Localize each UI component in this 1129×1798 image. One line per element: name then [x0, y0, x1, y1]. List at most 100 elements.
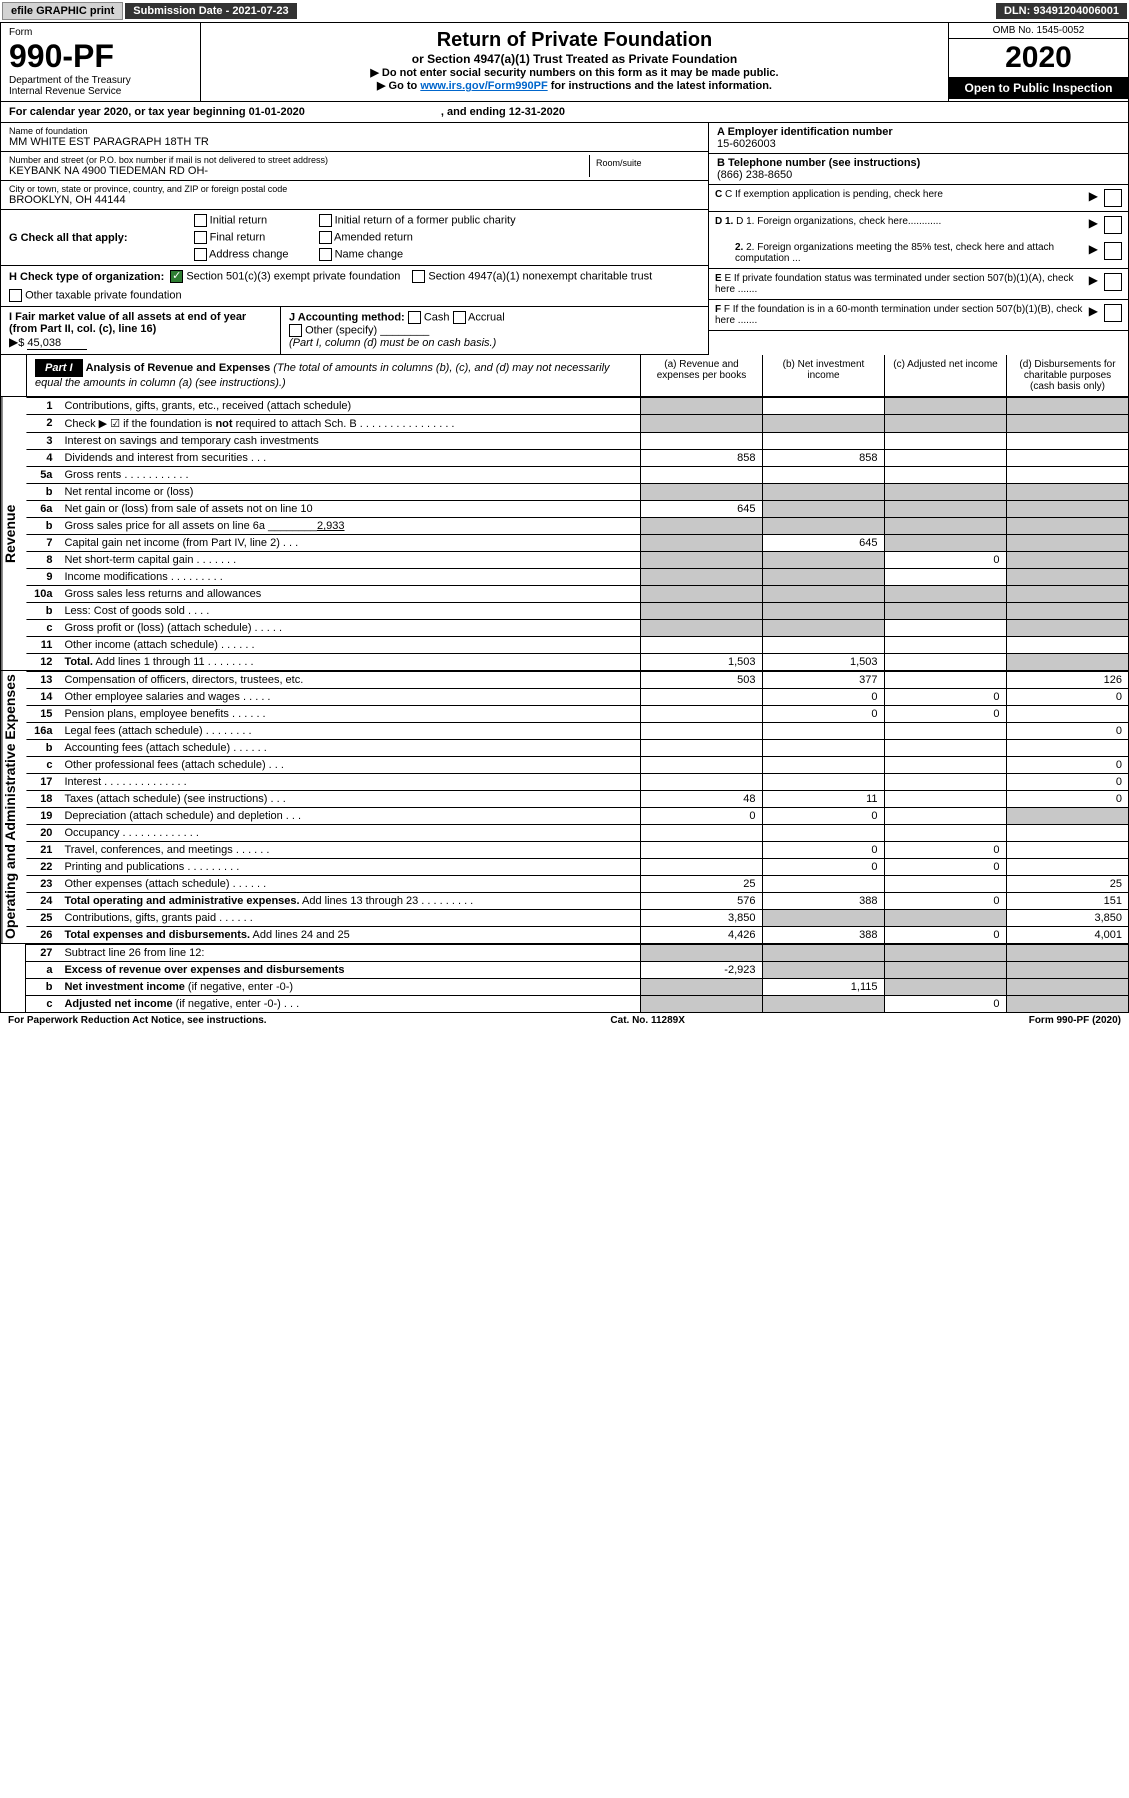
chk-initial-former[interactable]	[319, 214, 332, 227]
instr-2: ▶ Go to www.irs.gov/Form990PF for instru…	[207, 79, 942, 92]
expenses-label: Operating and Administrative Expenses	[1, 671, 26, 943]
table-row: 6aNet gain or (loss) from sale of assets…	[26, 501, 1128, 518]
ein: A Employer identification number15-60260…	[709, 123, 1128, 154]
efile-button[interactable]: efile GRAPHIC print	[2, 2, 123, 20]
revenue-table: 1Contributions, gifts, grants, etc., rec…	[26, 397, 1128, 670]
chk-cash[interactable]	[408, 311, 421, 324]
chk-d1[interactable]	[1104, 216, 1122, 234]
table-row: bLess: Cost of goods sold . . . .	[26, 603, 1128, 620]
part1-header: Part I Analysis of Revenue and Expenses …	[1, 355, 1128, 397]
table-row: 1Contributions, gifts, grants, etc., rec…	[26, 398, 1128, 415]
chk-amended[interactable]	[319, 231, 332, 244]
omb-number: OMB No. 1545-0052	[949, 23, 1128, 39]
form-header: Form 990-PF Department of the Treasury I…	[1, 23, 1128, 102]
table-row: cGross profit or (loss) (attach schedule…	[26, 620, 1128, 637]
section-h: H Check type of organization: Section 50…	[1, 266, 708, 307]
table-row: aExcess of revenue over expenses and dis…	[26, 962, 1128, 979]
city: City or town, state or province, country…	[1, 181, 708, 210]
expenses-section: Operating and Administrative Expenses 13…	[1, 670, 1128, 943]
chk-501c3[interactable]	[170, 270, 183, 283]
dln-badge: DLN: 93491204006001	[996, 3, 1127, 19]
chk-e[interactable]	[1104, 273, 1122, 291]
line27-section: 27Subtract line 26 from line 12:aExcess …	[1, 943, 1128, 1012]
chk-final[interactable]	[194, 231, 207, 244]
section-ij: I Fair market value of all assets at end…	[1, 307, 708, 355]
calendar-year-row: For calendar year 2020, or tax year begi…	[1, 102, 1128, 123]
table-row: 9Income modifications . . . . . . . . .	[26, 569, 1128, 586]
section-f: F F If the foundation is in a 60-month t…	[709, 300, 1128, 331]
section-e: E E If private foundation status was ter…	[709, 269, 1128, 300]
col-b: (b) Net investment income	[762, 355, 884, 396]
table-row: 15Pension plans, employee benefits . . .…	[26, 706, 1128, 723]
fmv-amount: 45,038	[27, 337, 87, 350]
col-a: (a) Revenue and expenses per books	[640, 355, 762, 396]
table-row: 23Other expenses (attach schedule) . . .…	[26, 876, 1128, 893]
table-row: 8Net short-term capital gain . . . . . .…	[26, 552, 1128, 569]
table-row: cOther professional fees (attach schedul…	[26, 757, 1128, 774]
chk-d2[interactable]	[1104, 242, 1122, 260]
table-row: 10aGross sales less returns and allowanc…	[26, 586, 1128, 603]
chk-address[interactable]	[194, 248, 207, 261]
irs-link[interactable]: www.irs.gov/Form990PF	[420, 80, 547, 92]
chk-f[interactable]	[1104, 304, 1122, 322]
table-row: 11Other income (attach schedule) . . . .…	[26, 637, 1128, 654]
table-row: 19Depreciation (attach schedule) and dep…	[26, 808, 1128, 825]
table-row: 4Dividends and interest from securities …	[26, 450, 1128, 467]
form-container: Form 990-PF Department of the Treasury I…	[0, 22, 1129, 1013]
instr-1: ▶ Do not enter social security numbers o…	[207, 66, 942, 79]
section-g: G Check all that apply: Initial return I…	[1, 210, 708, 266]
table-row: 20Occupancy . . . . . . . . . . . . .	[26, 825, 1128, 842]
dept-label: Department of the Treasury Internal Reve…	[9, 75, 192, 97]
form-number: 990-PF	[9, 38, 192, 75]
col-d: (d) Disbursements for charitable purpose…	[1006, 355, 1128, 396]
form-label: Form	[9, 27, 192, 38]
submission-badge: Submission Date - 2021-07-23	[125, 3, 296, 19]
revenue-section: Revenue 1Contributions, gifts, grants, e…	[1, 397, 1128, 670]
chk-initial[interactable]	[194, 214, 207, 227]
open-inspection: Open to Public Inspection	[949, 77, 1128, 99]
chk-accrual[interactable]	[453, 311, 466, 324]
tax-year: 2020	[949, 39, 1128, 77]
table-row: 17Interest . . . . . . . . . . . . . .0	[26, 774, 1128, 791]
table-row: bNet rental income or (loss)	[26, 484, 1128, 501]
table-row: 18Taxes (attach schedule) (see instructi…	[26, 791, 1128, 808]
form-subtitle: or Section 4947(a)(1) Trust Treated as P…	[207, 52, 942, 66]
section-c: C C If exemption application is pending,…	[709, 185, 1128, 212]
foundation-name: Name of foundation MM WHITE EST PARAGRAP…	[1, 123, 708, 152]
table-row: 14Other employee salaries and wages . . …	[26, 689, 1128, 706]
revenue-label: Revenue	[1, 397, 26, 670]
chk-c[interactable]	[1104, 189, 1122, 207]
table-row: 26Total expenses and disbursements. Add …	[26, 927, 1128, 944]
table-row: 3Interest on savings and temporary cash …	[26, 433, 1128, 450]
chk-other-method[interactable]	[289, 324, 302, 337]
table-row: bNet investment income (if negative, ent…	[26, 979, 1128, 996]
part-badge: Part I	[35, 359, 83, 377]
table-row: 25Contributions, gifts, grants paid . . …	[26, 910, 1128, 927]
info-grid: Name of foundation MM WHITE EST PARAGRAP…	[1, 123, 1128, 355]
chk-other-tax[interactable]	[9, 289, 22, 302]
table-row: 27Subtract line 26 from line 12:	[26, 945, 1128, 962]
line27-table: 27Subtract line 26 from line 12:aExcess …	[26, 944, 1128, 1012]
table-row: 7Capital gain net income (from Part IV, …	[26, 535, 1128, 552]
table-row: 21Travel, conferences, and meetings . . …	[26, 842, 1128, 859]
address: Number and street (or P.O. box number if…	[1, 152, 708, 181]
table-row: 22Printing and publications . . . . . . …	[26, 859, 1128, 876]
table-row: cAdjusted net income (if negative, enter…	[26, 996, 1128, 1013]
chk-4947[interactable]	[412, 270, 425, 283]
expenses-table: 13Compensation of officers, directors, t…	[26, 671, 1128, 943]
table-row: bGross sales price for all assets on lin…	[26, 518, 1128, 535]
table-row: 16aLegal fees (attach schedule) . . . . …	[26, 723, 1128, 740]
table-row: 12Total. Add lines 1 through 11 . . . . …	[26, 654, 1128, 671]
topbar: efile GRAPHIC print Submission Date - 20…	[0, 0, 1129, 22]
table-row: 5aGross rents . . . . . . . . . . .	[26, 467, 1128, 484]
form-title: Return of Private Foundation	[207, 29, 942, 52]
table-row: 24Total operating and administrative exp…	[26, 893, 1128, 910]
col-c: (c) Adjusted net income	[884, 355, 1006, 396]
chk-name[interactable]	[319, 248, 332, 261]
table-row: 2Check ▶ ☑ if the foundation is not requ…	[26, 415, 1128, 433]
section-d1: D 1. D 1. Foreign organizations, check h…	[709, 212, 1128, 238]
table-row: 13Compensation of officers, directors, t…	[26, 672, 1128, 689]
table-row: bAccounting fees (attach schedule) . . .…	[26, 740, 1128, 757]
footer: For Paperwork Reduction Act Notice, see …	[0, 1013, 1129, 1028]
phone: B Telephone number (see instructions)(86…	[709, 154, 1128, 185]
